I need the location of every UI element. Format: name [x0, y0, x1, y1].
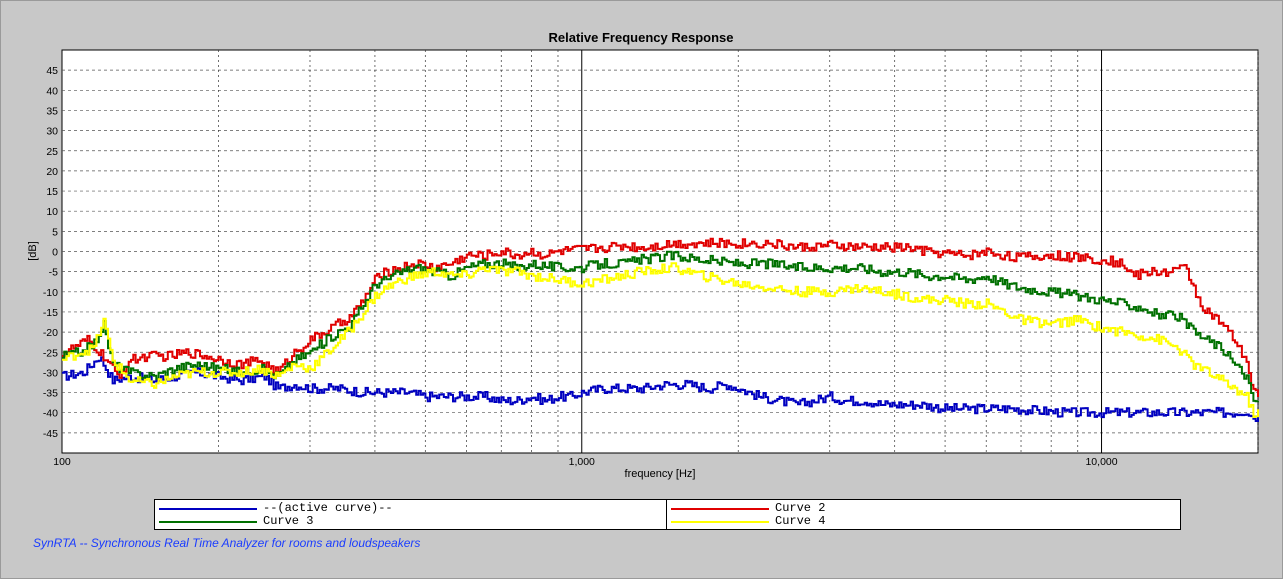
- x-tick-label: 100: [53, 456, 71, 468]
- y-tick-label: 15: [46, 186, 58, 198]
- legend-item-active-curve: --(active curve)--: [155, 501, 655, 515]
- y-tick-label: -35: [43, 388, 58, 400]
- y-tick-label: 35: [46, 105, 58, 117]
- x-axis-label: frequency [Hz]: [625, 468, 696, 480]
- legend-item-curve-3: Curve 3: [155, 514, 655, 528]
- y-tick-label: 25: [46, 146, 58, 158]
- legend-swatch-curve-4: [671, 521, 769, 523]
- y-tick-label: -5: [49, 267, 58, 279]
- y-tick-label: 45: [46, 65, 58, 77]
- y-tick-label: 10: [46, 206, 58, 218]
- legend-column-left: --(active curve)-- Curve 3: [155, 500, 667, 529]
- y-tick-label: -40: [43, 408, 58, 420]
- y-tick-label: -45: [43, 428, 58, 440]
- y-axis-label: [dB]: [27, 241, 39, 261]
- y-tick-label: -15: [43, 307, 58, 319]
- y-tick-label: -30: [43, 367, 58, 379]
- x-tick-label: 1,000: [569, 456, 595, 468]
- legend: --(active curve)-- Curve 3 Curve 2 Curve…: [154, 499, 1181, 530]
- legend-swatch-active-curve: [159, 508, 257, 510]
- y-tick-label: -20: [43, 327, 58, 339]
- series-line-active-curve: [62, 356, 1259, 422]
- series-group: [62, 237, 1259, 422]
- series-line-curve-4: [62, 262, 1259, 418]
- legend-item-curve-2: Curve 2: [667, 501, 1167, 515]
- y-tick-label: 40: [46, 85, 58, 97]
- legend-swatch-curve-3: [159, 521, 257, 523]
- y-tick-label: 30: [46, 126, 58, 138]
- y-tick-label: 20: [46, 166, 58, 178]
- chart-title: Relative Frequency Response: [549, 30, 734, 45]
- legend-column-right: Curve 2 Curve 4: [666, 500, 1179, 529]
- legend-label-curve-2: Curve 2: [775, 501, 826, 515]
- y-tick-label: -25: [43, 347, 58, 359]
- footer-caption: SynRTA -- Synchronous Real Time Analyzer…: [33, 536, 421, 550]
- legend-label-active-curve: --(active curve)--: [263, 501, 393, 515]
- y-axis-ticks: 45 40 35 30 25 20 15 10 5 0 -5 -10 -15 -20 -25 -30 -35 -4…: [43, 65, 58, 440]
- x-axis-ticks: 100 1,000 10,000: [53, 456, 1118, 468]
- y-tick-label: -10: [43, 287, 58, 299]
- legend-item-curve-4: Curve 4: [667, 514, 1167, 528]
- legend-label-curve-3: Curve 3: [263, 514, 314, 528]
- series-line-curve-2: [62, 237, 1259, 397]
- legend-swatch-curve-2: [671, 508, 769, 510]
- y-tick-label: 5: [52, 226, 58, 238]
- legend-label-curve-4: Curve 4: [775, 514, 826, 528]
- y-tick-label: 0: [52, 247, 58, 259]
- x-tick-label: 10,000: [1085, 456, 1117, 468]
